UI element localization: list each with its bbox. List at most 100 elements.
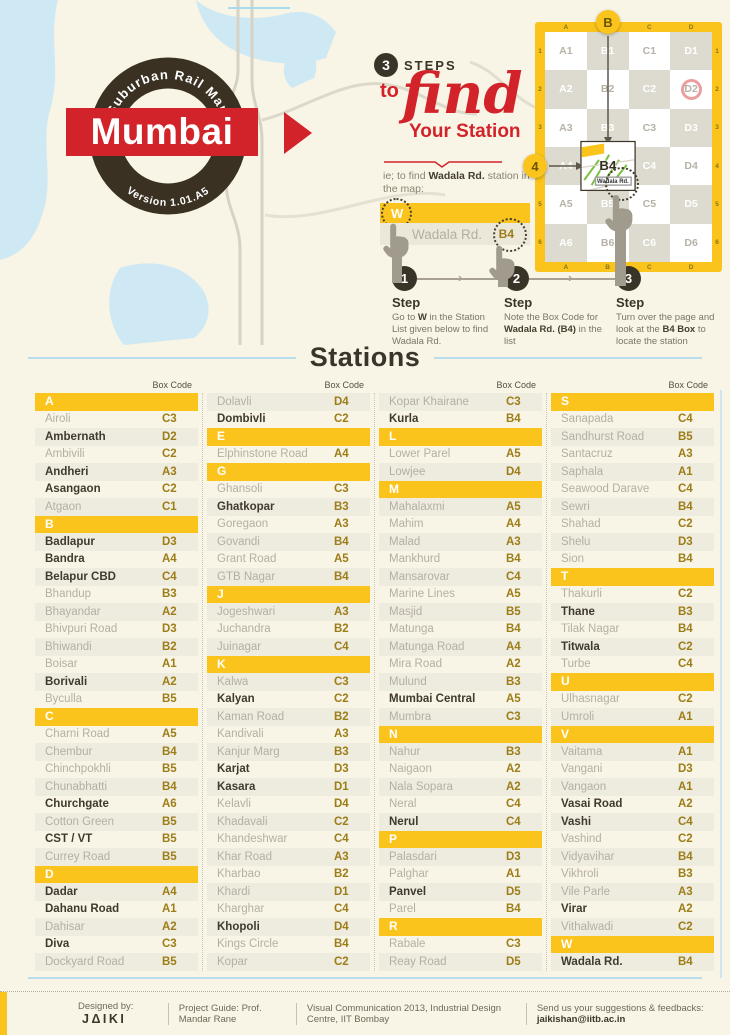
station-name: Charni Road — [45, 728, 110, 741]
find-word: find — [401, 61, 523, 127]
grid-border-label: 3 — [538, 124, 542, 132]
station-box-code: D4 — [334, 395, 349, 408]
station-row: Umroli A1 — [551, 708, 714, 726]
station-box-code: B3 — [506, 675, 521, 688]
section-header-u: U — [551, 673, 714, 691]
station-box-code: B3 — [678, 605, 693, 618]
station-box-code: C4 — [506, 815, 521, 828]
station-row: Tilak Nagar B4 — [551, 621, 714, 639]
grid-border-label: C — [647, 23, 652, 31]
section-header-g: G — [207, 463, 370, 481]
station-name: Elphinstone Road — [217, 448, 308, 461]
station-name: Sanapada — [561, 413, 614, 426]
station-name: Vidyavihar — [561, 850, 615, 863]
station-name: Tilak Nagar — [561, 623, 620, 636]
station-box-code: C4 — [678, 658, 693, 671]
station-name: Karjat — [217, 763, 250, 776]
station-box-code: A5 — [162, 728, 177, 741]
dotted-circle-b4 — [493, 218, 527, 252]
designed-by-label: Designed by: — [78, 1001, 134, 1012]
station-name: Panvel — [389, 885, 427, 898]
station-name: Kanjur Marg — [217, 745, 280, 758]
station-row: Byculla B5 — [35, 691, 198, 709]
station-box-code: B5 — [162, 815, 177, 828]
red-divider — [383, 156, 503, 174]
station-row: Sion B4 — [551, 551, 714, 569]
station-box-code: C2 — [334, 955, 349, 968]
pointing-hand-icon — [489, 245, 515, 287]
station-row: Borivali A2 — [35, 673, 198, 691]
station-row: Karjat D3 — [207, 761, 370, 779]
station-row: Dockyard Road B5 — [35, 953, 198, 971]
station-row: Lower Parel A5 — [379, 446, 542, 464]
box-code-header: Box Code — [496, 380, 536, 390]
station-box-code: B5 — [162, 693, 177, 706]
station-box-code: C3 — [162, 413, 177, 426]
station-box-code: A2 — [678, 798, 693, 811]
station-box-code: C3 — [506, 938, 521, 951]
station-row: Vaitama A1 — [551, 743, 714, 761]
station-box-code: C2 — [162, 448, 177, 461]
station-box-code: B2 — [334, 623, 349, 636]
station-row: Thakurli C2 — [551, 586, 714, 604]
station-row: Shelu D3 — [551, 533, 714, 551]
grid-border-label: 2 — [538, 85, 542, 93]
row-marker-4: 4 — [523, 154, 547, 178]
box-code-header: Box Code — [152, 380, 192, 390]
station-name: Mumbai Central — [389, 693, 476, 706]
station-row: Vangaon A1 — [551, 778, 714, 796]
station-box-code: C2 — [678, 920, 693, 933]
station-row: Vikhroli B3 — [551, 866, 714, 884]
station-name: Sandhurst Road — [561, 430, 645, 443]
station-name: Churchgate — [45, 798, 109, 811]
plain-text: Note the Box Code for — [504, 312, 598, 323]
station-row: Boisar A1 — [35, 656, 198, 674]
step-label: Step — [616, 295, 645, 310]
section-header-d: D — [35, 865, 198, 883]
station-name: Ghansoli — [217, 483, 263, 496]
grid-cell-a2: A2 — [545, 70, 587, 109]
station-row: Parel B4 — [379, 901, 542, 919]
station-box-code: C2 — [678, 588, 693, 601]
station-box-code: A1 — [678, 465, 693, 478]
station-row: Turbe C4 — [551, 656, 714, 674]
station-row: Diva C3 — [35, 936, 198, 954]
station-box-code: A4 — [162, 885, 177, 898]
station-row: Belapur CBD C4 — [35, 568, 198, 586]
station-row: Khardi D1 — [207, 883, 370, 901]
station-row: Kharbao B2 — [207, 866, 370, 884]
station-box-code: D4 — [334, 920, 349, 933]
station-box-code: A2 — [162, 675, 177, 688]
station-box-code: D2 — [162, 430, 177, 443]
station-row: Bhiwandi B2 — [35, 638, 198, 656]
arrow-chevron-icon: › — [458, 270, 463, 285]
station-box-code: A3 — [678, 885, 693, 898]
station-name: Rabale — [389, 938, 426, 951]
station-box-code: B3 — [506, 745, 521, 758]
station-name: Marine Lines — [389, 588, 455, 601]
station-box-code: B4 — [506, 623, 521, 636]
station-row: Santacruz A3 — [551, 446, 714, 464]
station-row: Dombivli C2 — [207, 411, 370, 429]
station-row: Wadala Rd. B4 — [551, 953, 714, 971]
station-name: Mahim — [389, 518, 424, 531]
station-box-code: B4 — [678, 500, 693, 513]
station-name: Sewri — [561, 500, 590, 513]
station-row: Mumbai Central A5 — [379, 691, 542, 709]
station-name: Palasdari — [389, 850, 437, 863]
station-row: Vashind C2 — [551, 831, 714, 849]
section-header-n: N — [379, 725, 542, 743]
station-name: Airoli — [45, 413, 71, 426]
station-name: Chinchpokhli — [45, 763, 111, 776]
station-box-code: B3 — [162, 588, 177, 601]
steps-list: 1 Step Go to W in the Station List given b… — [392, 266, 728, 348]
emphasis-text: B4 Box — [662, 324, 696, 335]
station-box-code: C3 — [162, 938, 177, 951]
station-name: Ulhasnagar — [561, 693, 620, 706]
section-header-v: V — [551, 725, 714, 743]
station-box-code: D3 — [506, 850, 521, 863]
station-box-code: C3 — [506, 395, 521, 408]
station-name: Belapur CBD — [45, 570, 116, 583]
station-box-code: A1 — [506, 868, 521, 881]
station-name: Kings Circle — [217, 938, 279, 951]
